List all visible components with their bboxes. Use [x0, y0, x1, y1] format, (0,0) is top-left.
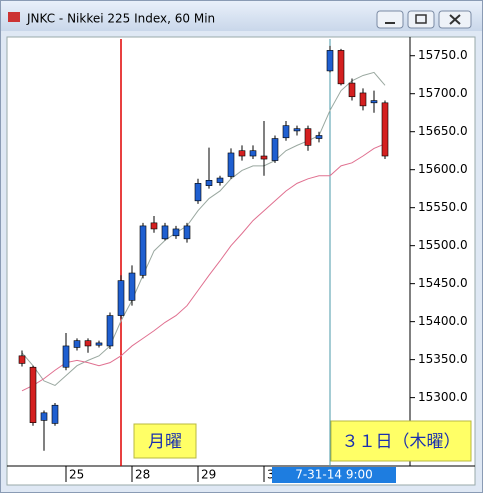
maximize-button[interactable]	[407, 10, 435, 29]
candle-body	[293, 128, 301, 132]
app-icon	[8, 12, 20, 22]
candle-body	[51, 404, 59, 424]
candle-body	[381, 102, 389, 157]
candle-body	[348, 82, 356, 98]
candle-body	[183, 225, 191, 240]
y-tick-label: 15700.0	[418, 86, 468, 100]
y-tick-label: 15400.0	[418, 314, 468, 328]
maximize-icon	[415, 14, 427, 24]
candle-body	[18, 355, 26, 364]
candle-body	[304, 128, 312, 146]
y-tick-label: 15750.0	[418, 48, 468, 62]
candle-body	[370, 100, 378, 104]
candle-body	[238, 150, 246, 157]
candle-body	[73, 340, 81, 348]
minimize-button[interactable]	[376, 10, 404, 29]
y-tick-label: 15350.0	[418, 352, 468, 366]
y-tick-label: 15550.0	[418, 200, 468, 214]
annotation: 月曜	[148, 432, 182, 452]
y-tick-label: 15450.0	[418, 276, 468, 290]
candle-body	[271, 138, 279, 161]
annotation-box	[133, 423, 197, 459]
candle-body	[84, 340, 92, 347]
candle-body	[249, 150, 257, 157]
cursor-label: 7-31-14 9:00	[295, 468, 373, 482]
candle-body	[315, 135, 323, 139]
window-buttons[interactable]	[376, 10, 472, 29]
candle-body	[150, 222, 158, 230]
moving-average	[21, 143, 386, 392]
candle-body	[40, 412, 48, 421]
chart-panel	[6, 36, 476, 486]
candle-body	[194, 183, 202, 202]
candle-body	[260, 155, 268, 160]
candle-body	[216, 177, 224, 183]
y-tick-label: 15650.0	[418, 124, 468, 138]
cursor-label-bg	[272, 467, 396, 483]
annotation: ３１日（木曜）	[342, 432, 461, 452]
annotation-box	[330, 420, 472, 462]
y-tick-label: 15600.0	[418, 162, 468, 176]
close-icon	[449, 14, 461, 25]
x-tick-label: 3	[267, 468, 275, 482]
candle-body	[139, 225, 147, 276]
x-tick-label: 29	[201, 468, 216, 482]
window-title: JNKC - Nikkei 225 Index, 60 Min	[26, 12, 215, 26]
y-tick-label: 15300.0	[418, 390, 468, 404]
candle-body	[161, 225, 169, 240]
y-tick-label: 15500.0	[418, 238, 468, 252]
candle-body	[326, 50, 334, 72]
candle-body	[205, 180, 213, 186]
candle-body	[128, 272, 136, 301]
candle-body	[282, 125, 290, 139]
moving-average	[21, 71, 386, 387]
candle-body	[95, 342, 103, 346]
candle-body	[62, 345, 70, 368]
candle-body	[227, 152, 235, 177]
x-tick-label: 25	[69, 468, 84, 482]
candle-body	[337, 50, 345, 85]
candle-body	[106, 315, 114, 347]
candle-body	[172, 228, 180, 237]
candle-body	[29, 366, 37, 423]
candle-body	[117, 280, 125, 316]
x-tick-label: 28	[135, 468, 150, 482]
candle-body	[359, 92, 367, 107]
